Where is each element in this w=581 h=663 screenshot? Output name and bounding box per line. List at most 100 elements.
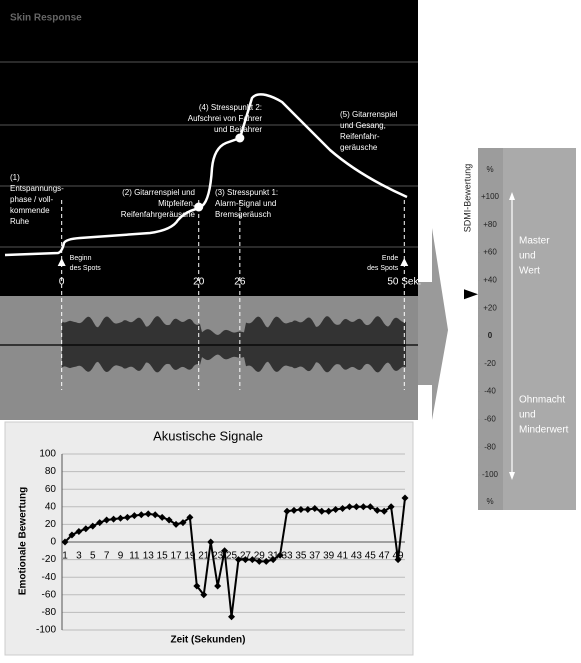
point (318, 507, 326, 515)
unit: % (486, 497, 493, 506)
point (234, 556, 242, 564)
point (401, 494, 409, 502)
point (373, 506, 381, 514)
x-tick-label: 5 (90, 551, 96, 562)
x-tick-label: 15 (157, 551, 169, 562)
annotation: Reifenfahr- (340, 132, 380, 141)
scale-strip (478, 148, 503, 510)
point (366, 503, 374, 511)
point (82, 525, 90, 533)
y-tick-label: 20 (45, 519, 57, 530)
point (276, 551, 284, 559)
point (137, 511, 145, 519)
line-panel (4, 421, 414, 656)
point (130, 512, 138, 520)
point (387, 503, 395, 511)
x-tick-label: 23 (212, 551, 224, 562)
zone-label: Wert (519, 266, 540, 277)
skin-curve (4, 93, 408, 257)
point (332, 505, 340, 513)
scale-tick-label: -100 (482, 470, 499, 479)
point (158, 513, 166, 521)
y-tick-label: -40 (42, 572, 57, 583)
point (359, 503, 367, 511)
point (380, 507, 388, 515)
x-tick-label: 17 (170, 551, 182, 562)
skin-title: Skin Response (10, 13, 82, 24)
zone-label: und (519, 410, 536, 421)
x-tick-label: 3 (76, 551, 82, 562)
x-tick-label: 21 (198, 551, 210, 562)
x-tick-label: 20 (193, 277, 205, 288)
y-tick-label: 60 (45, 484, 57, 495)
scale-tick-label: +20 (483, 303, 497, 312)
point (151, 511, 159, 519)
point (248, 556, 256, 564)
annotation: phase / voll- (10, 195, 53, 204)
point (339, 505, 347, 513)
point (345, 503, 353, 511)
point (144, 510, 152, 518)
x-tick-label: 13 (143, 551, 155, 562)
arrow-head (509, 192, 515, 200)
point (193, 582, 201, 590)
point (228, 613, 236, 621)
point (290, 506, 298, 514)
annotation: Reifenfahrgeräusche (121, 210, 196, 219)
annotation: (4) Stresspunkt 2: (199, 103, 262, 112)
line-title: Akustische Signale (153, 428, 263, 443)
annotation: (2) Gitarrenspiel und (122, 188, 195, 197)
stress-point (235, 133, 245, 143)
point (262, 557, 270, 565)
x-tick-label: 27 (240, 551, 252, 562)
x-tick-label: 11 (129, 551, 140, 562)
x-tick-label: 35 (295, 551, 307, 562)
annotation: (1) (10, 173, 20, 182)
annotation: Bremsgeräusch (215, 210, 271, 219)
point (394, 556, 402, 564)
scale-tick-label: 0 (488, 331, 493, 340)
scale-tick-label: -80 (484, 442, 496, 451)
point (214, 582, 222, 590)
x-tick-label: 26 (234, 277, 246, 288)
scale-tick-label: -20 (484, 359, 496, 368)
point (96, 519, 104, 527)
x-tick-label: 47 (379, 551, 391, 562)
zone-label: und (519, 251, 536, 262)
x-tick-label: 31 (268, 551, 280, 562)
flow-arrow (418, 228, 448, 420)
annotation: (3) Stresspunkt 1: (215, 188, 278, 197)
spot-label: des Spots (367, 265, 399, 272)
y-axis-label: Emotionale Bewertung (18, 487, 29, 595)
annotation: Aufschrei von Fahrer (188, 114, 263, 123)
point (89, 522, 97, 530)
scale-tick-label: -60 (484, 415, 496, 424)
y-tick-label: 100 (39, 449, 56, 460)
point (283, 507, 291, 515)
indicator (464, 289, 478, 300)
annotation: Ruhe (10, 217, 30, 226)
x-tick-label: 45 (365, 551, 377, 562)
waveform (62, 316, 406, 373)
scale-tick-label: +60 (483, 248, 497, 257)
y-tick-label: -60 (42, 589, 57, 600)
annotation: kommende (10, 206, 50, 215)
x-tick-label: 41 (337, 551, 349, 562)
point (269, 556, 277, 564)
stress-point (194, 202, 204, 212)
spot-label: Ende (382, 255, 398, 262)
x-tick-label: 43 (351, 551, 363, 562)
point (221, 547, 229, 555)
point (117, 514, 125, 522)
arrow-head (509, 472, 515, 480)
x-tick-label: 1 (62, 551, 68, 562)
point (325, 507, 333, 515)
scale-tick-label: +80 (483, 220, 497, 229)
point (297, 505, 305, 513)
x-tick-label: 33 (281, 551, 293, 562)
annotation: geräusche (340, 143, 378, 152)
x-tick-label: 7 (104, 551, 110, 562)
spot-label: Beginn (70, 255, 92, 262)
annotation: Mitpfeifen, (158, 199, 195, 208)
